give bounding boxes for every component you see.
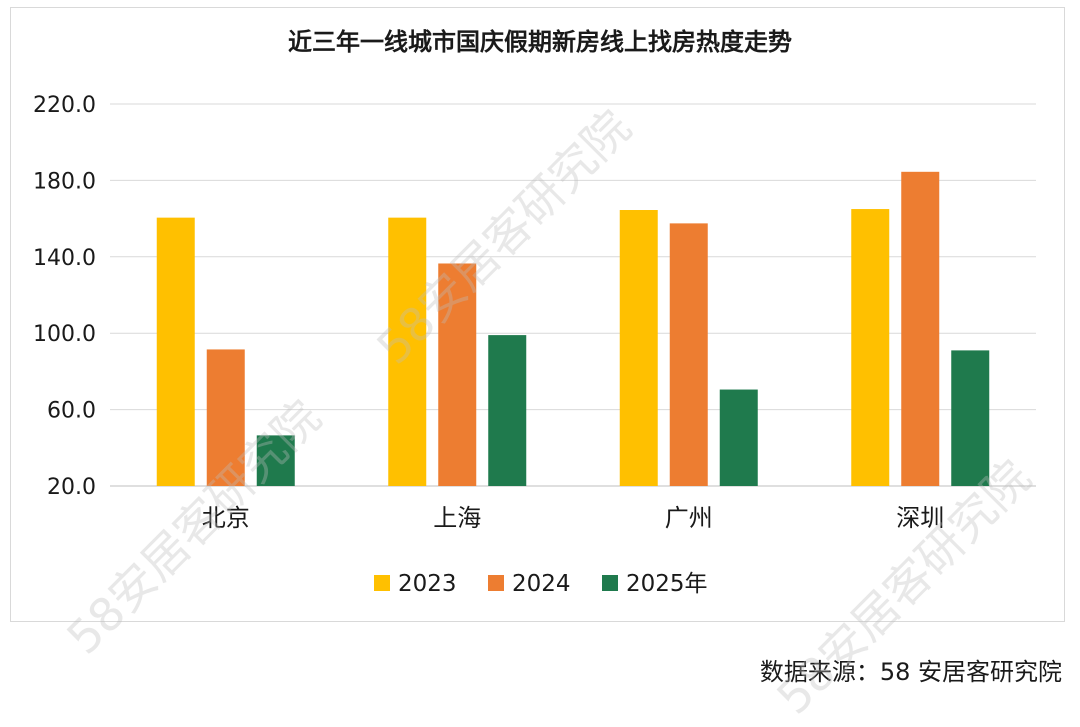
- legend-swatch-2025年: [602, 575, 618, 591]
- bar-2023-广州: [619, 210, 658, 486]
- y-tick-label: 220.0: [33, 93, 96, 118]
- y-tick-label: 180.0: [33, 169, 96, 194]
- bar-2023-上海: [388, 217, 427, 486]
- bar-2024-广州: [669, 223, 708, 486]
- x-tick-label: 深圳: [896, 504, 944, 532]
- bar-2024-上海: [438, 263, 477, 486]
- legend-label: 2024: [512, 571, 571, 597]
- chart-title: 近三年一线城市国庆假期新房线上找房热度走势: [288, 28, 792, 56]
- bar-2025年-广州: [719, 389, 758, 486]
- bar-2025年-上海: [488, 335, 527, 486]
- legend-swatch-2023: [374, 575, 390, 591]
- y-tick-label: 60.0: [47, 399, 96, 424]
- data-source-note: 数据来源：58 安居客研究院: [759, 658, 1062, 686]
- legend-label: 2025年: [626, 571, 708, 597]
- bar-2024-北京: [206, 349, 245, 486]
- legend-label: 2023: [398, 571, 457, 597]
- bar-2023-深圳: [851, 209, 890, 487]
- x-tick-label: 上海: [433, 504, 481, 532]
- y-tick-label: 20.0: [47, 475, 96, 500]
- x-tick-label: 广州: [665, 504, 713, 532]
- bar-2023-北京: [156, 217, 195, 486]
- x-tick-label: 北京: [202, 504, 250, 532]
- y-tick-label: 140.0: [33, 246, 96, 271]
- bar-2025年-北京: [256, 435, 295, 486]
- bar-2025年-深圳: [951, 350, 990, 486]
- bar-chart: 20.0 60.0 100.0 140.0 180.0 220.0 北京 上海 广州 深圳 2023…: [33, 93, 1036, 597]
- y-tick-label: 100.0: [33, 322, 96, 347]
- legend-swatch-2024: [488, 575, 504, 591]
- bar-2024-深圳: [901, 171, 940, 486]
